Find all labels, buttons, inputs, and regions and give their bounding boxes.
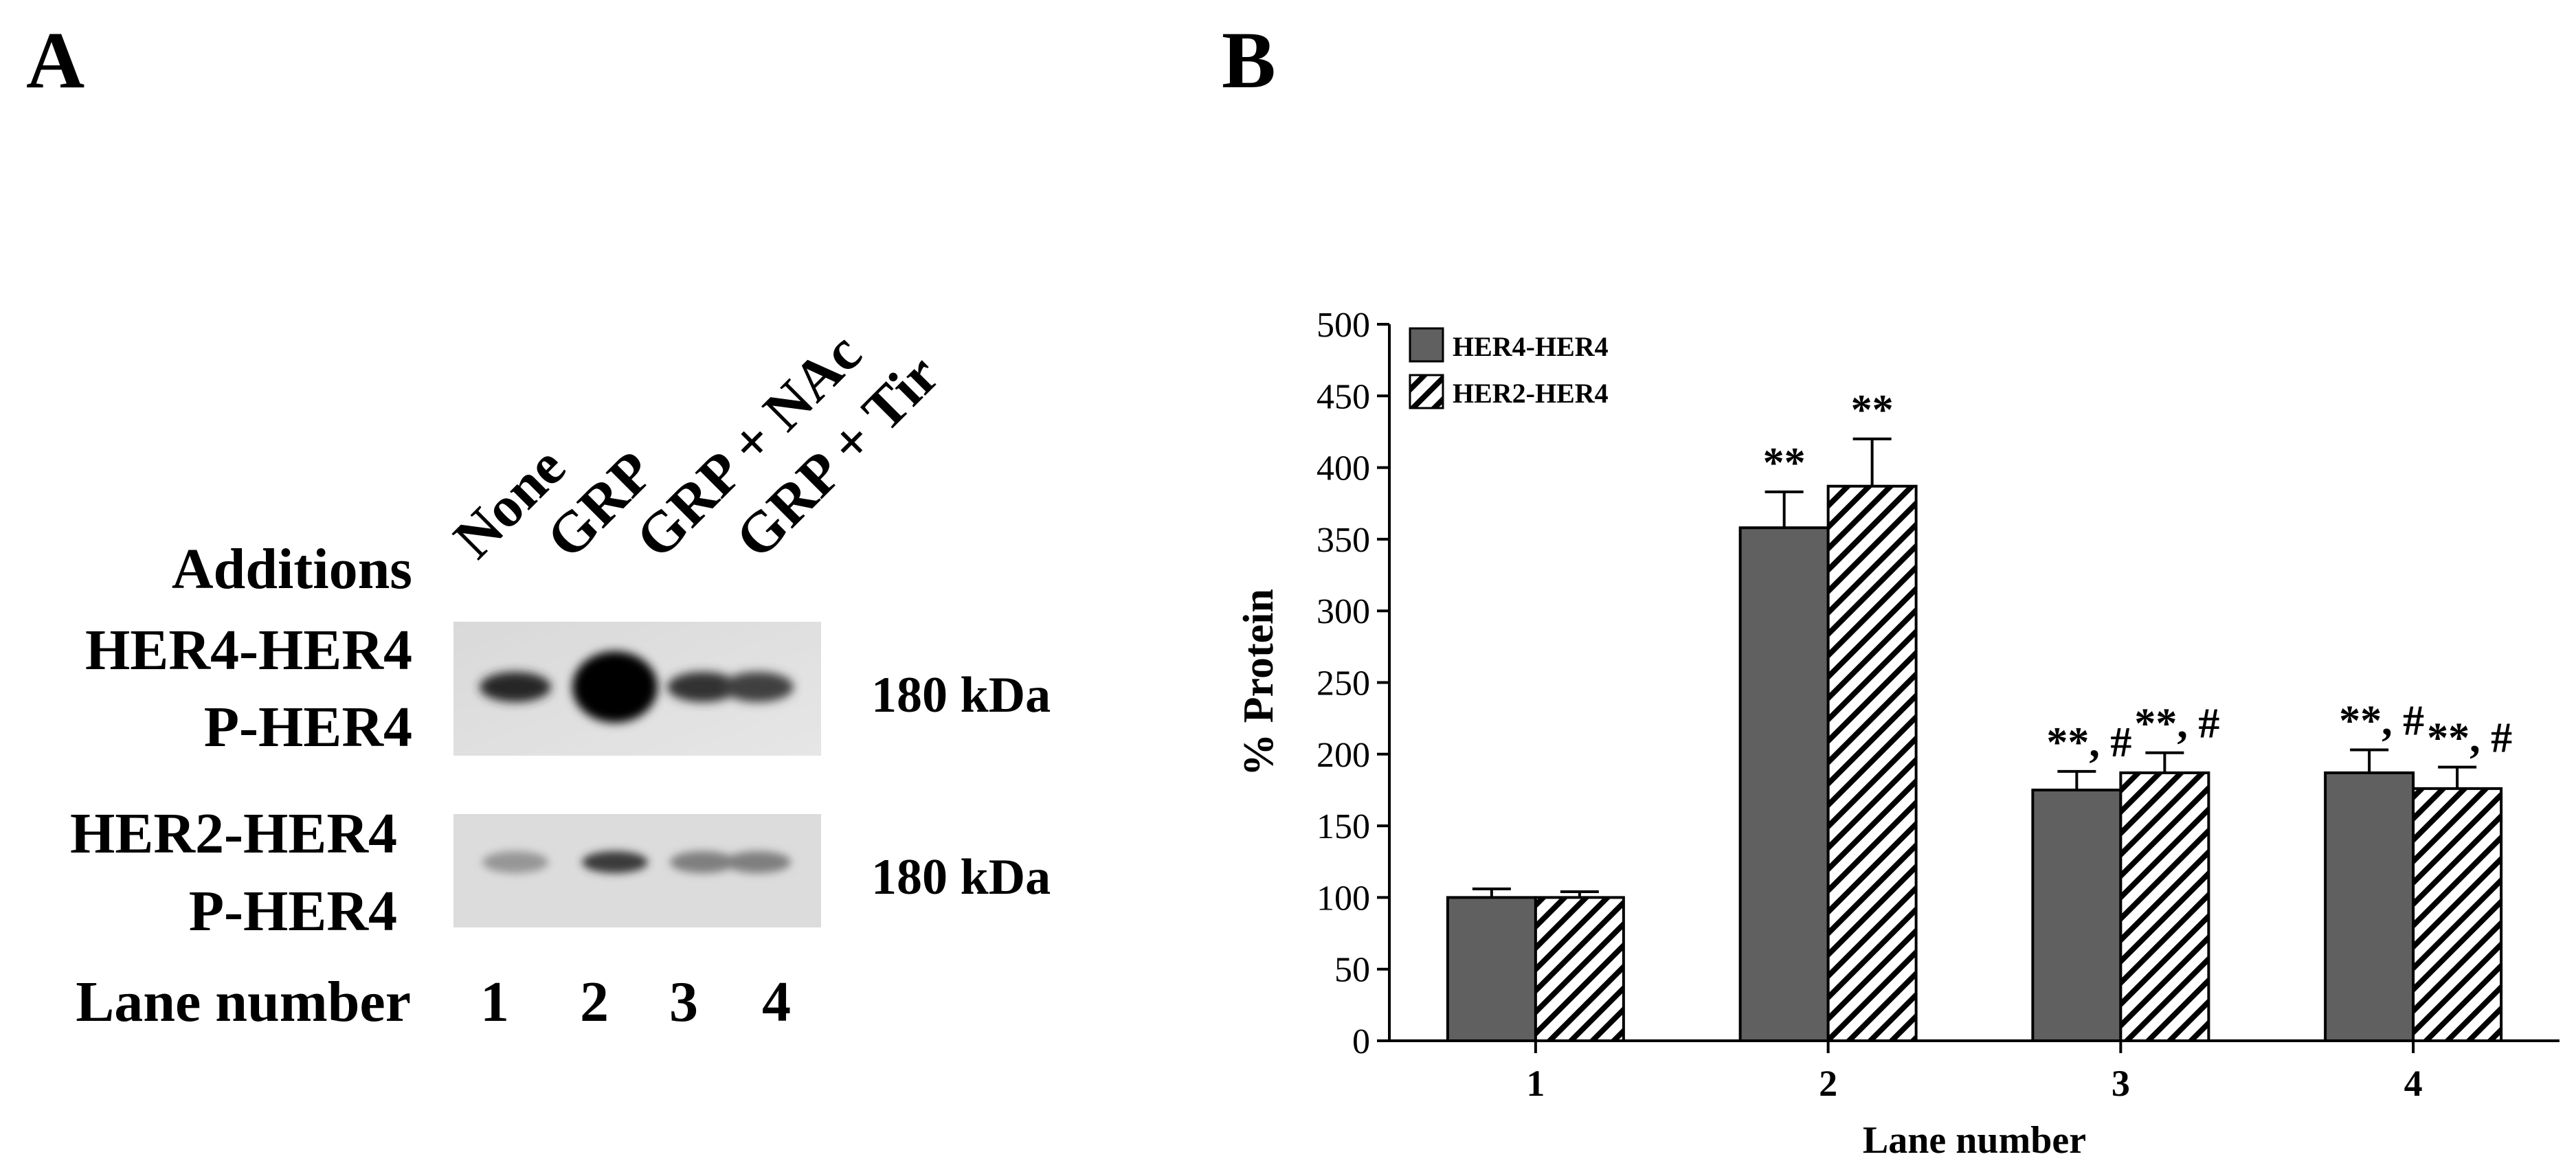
significance-label-1-3: **, # bbox=[2134, 701, 2219, 747]
bar-her4-her4-lane-4 bbox=[2324, 771, 2415, 1042]
bar-her2-her4-lane-3 bbox=[2119, 771, 2210, 1042]
blot2-band-lane-2 bbox=[582, 851, 648, 873]
lane-4: 4 bbox=[762, 970, 791, 1034]
western-blot-her4-her4 bbox=[453, 622, 821, 756]
x-tick-label-3: 3 bbox=[2112, 1063, 2130, 1104]
blot1-label-line2: P-HER4 bbox=[203, 695, 412, 759]
y-axis-label: % Protein bbox=[1235, 589, 1282, 776]
blot2-label-line2: P-HER4 bbox=[188, 879, 397, 943]
additions-label: Additions bbox=[171, 537, 412, 601]
blot2-band-lane-1 bbox=[482, 851, 548, 873]
panel-b-letter: B bbox=[1222, 15, 1276, 105]
legend-label-her4-her4: HER4-HER4 bbox=[1453, 331, 1609, 362]
panel-a-letter: A bbox=[26, 15, 85, 105]
x-tick-label-2: 2 bbox=[1819, 1063, 1837, 1104]
significance-label-0-3: **, # bbox=[2046, 719, 2131, 766]
lane-1: 1 bbox=[480, 970, 509, 1034]
y-tick-label-150: 150 bbox=[1317, 807, 1370, 846]
bar-her2-her4-lane-2 bbox=[1826, 484, 1918, 1042]
bar-her2-her4-lane-4 bbox=[2412, 787, 2503, 1042]
y-tick-label-200: 200 bbox=[1317, 736, 1370, 775]
blot1-band-lane-1 bbox=[480, 672, 551, 702]
blot1-size-label: 180 kDa bbox=[871, 667, 1051, 723]
blot1-band-lane-4 bbox=[722, 672, 794, 702]
blot1-label-line1: HER4-HER4 bbox=[85, 618, 412, 682]
bar-her4-her4-lane-1 bbox=[1446, 896, 1537, 1043]
significance-label-0-2: ** bbox=[1763, 440, 1806, 486]
blot2-size-label: 180 kDa bbox=[871, 849, 1051, 905]
x-tick-label-4: 4 bbox=[2404, 1063, 2423, 1104]
western-blot-her2-her4 bbox=[453, 814, 821, 927]
significance-label-0-4: **, # bbox=[2339, 698, 2424, 745]
blot2-label-line1: HER2-HER4 bbox=[69, 802, 397, 866]
y-tick-label-0: 0 bbox=[1352, 1022, 1370, 1061]
y-tick-label-300: 300 bbox=[1317, 592, 1370, 631]
bar-her2-her4-lane-1 bbox=[1534, 896, 1625, 1043]
y-tick-label-100: 100 bbox=[1317, 879, 1370, 918]
y-tick-label-350: 350 bbox=[1317, 521, 1370, 560]
lane-3: 3 bbox=[669, 970, 698, 1034]
x-axis-label: Lane number bbox=[1863, 1119, 2086, 1162]
y-tick-label-500: 500 bbox=[1317, 306, 1370, 345]
y-tick-label-450: 450 bbox=[1317, 377, 1370, 416]
blot2-band-lane-4 bbox=[725, 851, 791, 873]
lane-2: 2 bbox=[580, 970, 609, 1034]
blot2-band-lane-3 bbox=[670, 851, 736, 873]
bar-her4-her4-lane-2 bbox=[1738, 526, 1830, 1042]
bar-her4-her4-lane-3 bbox=[2031, 788, 2123, 1042]
legend-swatch-her4-her4 bbox=[1409, 327, 1444, 363]
y-tick-label-50: 50 bbox=[1334, 951, 1370, 990]
x-tick-label-1: 1 bbox=[1526, 1063, 1545, 1104]
legend-label-her2-her4: HER2-HER4 bbox=[1453, 378, 1609, 409]
y-tick-label-400: 400 bbox=[1317, 449, 1370, 488]
lane-number-label: Lane number bbox=[76, 970, 411, 1034]
y-tick-label-250: 250 bbox=[1317, 664, 1370, 703]
blot1-band-lane-3 bbox=[667, 672, 739, 702]
legend-swatch-her2-her4 bbox=[1409, 374, 1444, 409]
significance-label-1-4: **, # bbox=[2427, 715, 2512, 762]
significance-label-1-2: ** bbox=[1851, 387, 1894, 433]
blot1-band-lane-2 bbox=[572, 651, 658, 723]
